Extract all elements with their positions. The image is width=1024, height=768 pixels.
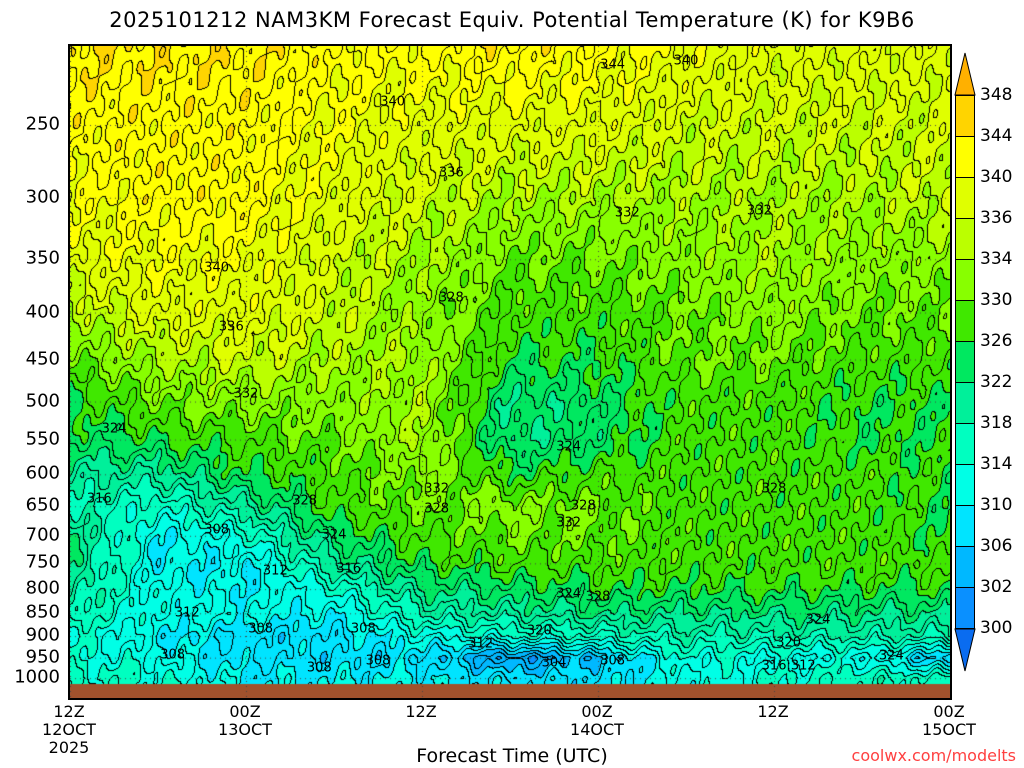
plot-area: 344 340 340 336 332 332 340 328 336 332 324 324 316 3… — [68, 44, 952, 700]
contour-label: 324 — [556, 586, 582, 602]
x-tick-label: 00Z 15OCT — [922, 702, 976, 739]
colorbar-segment — [955, 587, 975, 629]
contour-label: 312 — [262, 563, 288, 579]
contour-label: 308 — [306, 660, 332, 676]
colorbar-segment — [955, 300, 975, 342]
contour-label: 308 — [204, 522, 230, 538]
contour-label: 332 — [424, 481, 450, 497]
contour-label: 332 — [233, 386, 259, 401]
contour-label: 336 — [438, 165, 464, 181]
y-tick-label: 450 — [25, 348, 60, 370]
contour-label: 308 — [248, 621, 274, 637]
contour-label: 344 — [600, 57, 626, 73]
contour-label: 320 — [776, 635, 802, 651]
y-tick-label: 950 — [25, 646, 60, 668]
contour-label: 316:312 — [761, 658, 816, 674]
colorbar-segment — [955, 177, 975, 219]
colorbar-label: 314 — [980, 454, 1013, 474]
y-tick-label: 250 — [25, 113, 60, 135]
colorbar-segment — [955, 259, 975, 301]
contour-label: 308 — [350, 621, 376, 637]
y-tick-label: 1000 — [14, 666, 60, 688]
x-tick-label: 00Z 13OCT — [218, 702, 272, 739]
contour-label: 304 — [541, 655, 567, 671]
colorbar-label: 300 — [980, 618, 1013, 638]
colorbar-label: 318 — [980, 413, 1013, 433]
y-tick-label: 300 — [25, 186, 60, 208]
colorbar-label: 310 — [980, 495, 1013, 515]
contour-label: 336 — [218, 319, 244, 335]
contour-label: 328 — [570, 498, 596, 514]
x-tick-label: 12Z — [757, 702, 789, 721]
contour-label: 328 — [292, 493, 318, 509]
contour-label: 332 — [614, 205, 640, 221]
contour-label: 324 — [321, 527, 347, 543]
contour-label: 340 — [380, 94, 406, 110]
contour-label: 312 — [468, 636, 494, 652]
x-axis-title: Forecast Time (UTC) — [416, 745, 608, 767]
colorbar-min-arrow — [954, 628, 976, 672]
colorbar-max-arrow — [954, 52, 976, 96]
contour-label: 340 — [673, 53, 699, 69]
y-tick-label: 800 — [25, 577, 60, 599]
contour-label: 320 — [526, 623, 552, 639]
colorbar-segment — [955, 464, 975, 506]
contour-label: 324 — [556, 439, 582, 455]
contour-label: 312 — [174, 605, 200, 621]
y-tick-label: 900 — [25, 624, 60, 646]
contour-label: 324 — [805, 612, 831, 628]
contour-label: 308 — [600, 653, 626, 669]
colorbar-segment — [955, 382, 975, 424]
chart-title: 2025101212 NAM3KM Forecast Equiv. Potent… — [109, 8, 915, 32]
colorbar-label: 330 — [980, 290, 1013, 310]
colorbar-label: 344 — [980, 126, 1013, 146]
theta-e-contour-field — [70, 46, 950, 698]
contour-label: 316 — [336, 561, 362, 577]
colorbar-label: 334 — [980, 249, 1013, 269]
x-tick-label: 00Z 14OCT — [570, 702, 624, 739]
y-tick-label: 350 — [25, 247, 60, 269]
colorbar-label: 306 — [980, 536, 1013, 556]
contour-label: 324 — [101, 421, 127, 437]
y-tick-label: 750 — [25, 551, 60, 573]
x-tick-label: 12Z 12OCT 2025 — [42, 702, 96, 757]
colorbar-label: 340 — [980, 167, 1013, 187]
contour-label: 340 — [204, 260, 230, 276]
contour-label: 332 — [746, 203, 772, 219]
y-tick-label: 500 — [25, 390, 60, 412]
credit-link[interactable]: coolwx.com/modelts — [851, 746, 1016, 765]
contour-label: 332 — [556, 515, 582, 531]
colorbar-segment — [955, 505, 975, 547]
colorbar-label: 302 — [980, 577, 1013, 597]
colorbar-segment — [955, 423, 975, 465]
colorbar-segment — [955, 341, 975, 383]
colorbar-segment — [955, 546, 975, 588]
colorbar-segment — [955, 136, 975, 178]
y-tick-label: 850 — [25, 601, 60, 623]
y-tick-label: 550 — [25, 428, 60, 450]
x-tick-label: 12Z — [405, 702, 437, 721]
colorbar-label: 326 — [980, 331, 1013, 351]
y-tick-label: 600 — [25, 462, 60, 484]
contour-label: 316 — [86, 491, 112, 507]
contour-label: 308 — [160, 647, 186, 663]
contour-label: 328 — [438, 290, 464, 306]
y-tick-label: 700 — [25, 524, 60, 546]
contour-label: 328 — [585, 589, 611, 604]
y-tick-label: 650 — [25, 494, 60, 516]
contour-label: 308 — [365, 653, 391, 669]
colorbar-label: 322 — [980, 372, 1013, 392]
colorbar-label: 348 — [980, 85, 1013, 105]
contour-label: 324 — [878, 648, 904, 664]
colorbar-label: 336 — [980, 208, 1013, 228]
colorbar-segment — [955, 218, 975, 260]
y-tick-label: 400 — [25, 301, 60, 323]
contour-label: 328 — [424, 501, 450, 517]
colorbar-segment — [955, 95, 975, 137]
contour-label: 328 — [761, 481, 787, 497]
